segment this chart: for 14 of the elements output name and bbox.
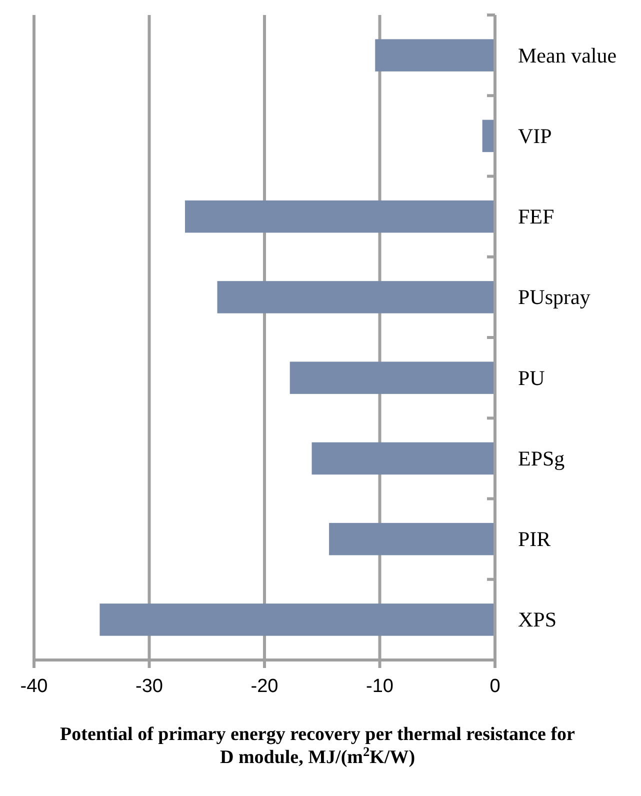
x-tick-label: -10 — [366, 676, 394, 697]
x-tick-label: -20 — [250, 676, 278, 697]
y-tick-label: XPS — [518, 608, 557, 632]
y-tick-label: PUspray — [518, 285, 591, 310]
x-axis-title: Potential of primary energy recovery per thermal resistance for D module, MJ/(m$^{2}$K/W) — [60, 724, 576, 768]
y-tick-label: EPSg — [518, 446, 566, 470]
y-tick-label: Mean value — [518, 43, 617, 68]
y-tick-label: VIP — [518, 124, 552, 148]
y-tick-label: PU — [518, 366, 545, 390]
x-tick-label: -40 — [20, 676, 48, 697]
x-tick-label: 0 — [490, 676, 500, 697]
y-tick-label: PIR — [518, 527, 551, 552]
x-tick-label: -30 — [136, 676, 163, 697]
y-tick-label: FEF — [518, 204, 554, 229]
